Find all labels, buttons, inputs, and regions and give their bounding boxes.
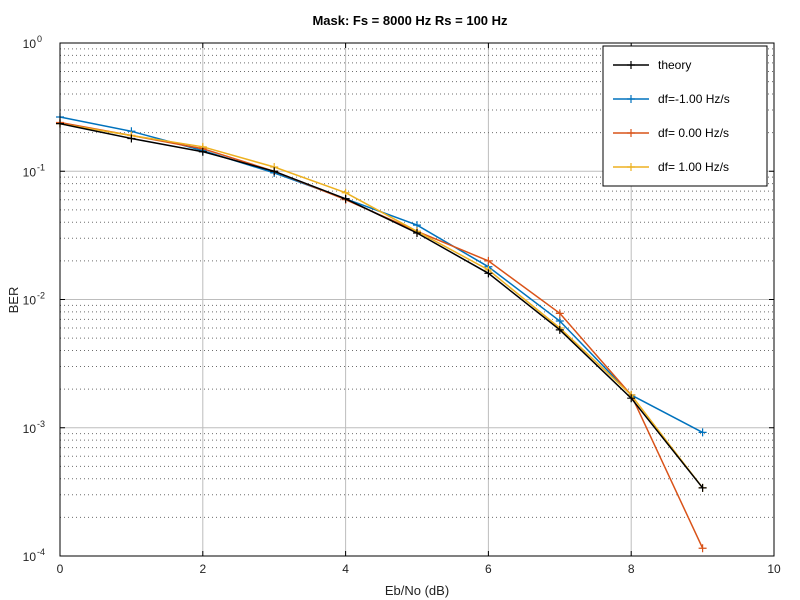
y-tick-base: 10 — [23, 37, 37, 51]
legend-label: theory — [658, 58, 691, 72]
x-axis-ticks: 0 2 4 6 8 10 — [57, 43, 781, 576]
y-tick-label: 10 -1 — [23, 162, 45, 179]
legend-marker — [627, 129, 635, 137]
legend-label: df= 1.00 Hz/s — [658, 160, 729, 174]
y-tick-exponent: -2 — [37, 291, 45, 301]
y-tick-exponent: -4 — [37, 547, 45, 557]
data-point-marker — [698, 483, 707, 492]
data-point-marker — [413, 229, 421, 238]
legend-box — [602, 45, 768, 187]
data-point-marker — [555, 309, 564, 318]
legend-label: df=-1.00 Hz/s — [658, 92, 730, 106]
x-tick-label: 8 — [628, 562, 635, 576]
data-point-marker — [698, 544, 707, 553]
y-tick-base: 10 — [23, 294, 37, 308]
data-point-marker — [627, 394, 636, 403]
x-tick-label: 10 — [767, 562, 781, 576]
y-tick-exponent: -3 — [37, 419, 45, 429]
data-point-marker — [555, 325, 564, 334]
series-layer — [56, 112, 707, 553]
y-tick-exponent: -1 — [37, 162, 45, 172]
data-point-marker — [484, 256, 493, 265]
y-tick-label: 10 -4 — [23, 547, 45, 564]
legend-entry: df=-1.00 Hz/s — [613, 92, 730, 106]
legend-label: df= 0.00 Hz/s — [658, 126, 729, 140]
legend: theory df=-1.00 Hz/s df= 0.00 Hz/s df= 1.00… — [602, 45, 768, 187]
legend-entry: df= 1.00 Hz/s — [613, 160, 729, 174]
y-tick-label: 10 0 — [23, 34, 42, 51]
data-point-marker — [341, 194, 350, 203]
data-point-marker — [555, 316, 564, 325]
chart-title: Mask: Fs = 8000 Hz Rs = 100 Hz — [312, 13, 508, 28]
legend-marker — [627, 61, 635, 69]
y-tick-exponent: 0 — [37, 34, 42, 44]
x-tick-label: 0 — [57, 562, 64, 576]
legend-marker — [627, 163, 635, 171]
data-point-marker — [698, 428, 707, 437]
legend-entry: theory — [613, 58, 691, 72]
legend-marker — [627, 95, 635, 103]
x-tick-label: 2 — [199, 562, 206, 576]
legend-entry: df= 0.00 Hz/s — [613, 126, 729, 140]
y-tick-base: 10 — [23, 165, 37, 179]
y-tick-label: 10 -3 — [23, 419, 45, 436]
data-point-marker — [198, 147, 207, 156]
data-point-marker — [127, 134, 136, 143]
series-line — [59, 122, 704, 489]
y-tick-label: 10 -2 — [23, 291, 45, 308]
data-point-marker — [484, 269, 493, 278]
x-tick-label: 6 — [485, 562, 492, 576]
x-axis-label: Eb/No (dB) — [385, 583, 449, 598]
x-tick-label: 4 — [342, 562, 349, 576]
y-tick-base: 10 — [23, 550, 37, 564]
series-line — [59, 122, 704, 489]
y-axis-label: BER — [6, 287, 21, 314]
y-tick-base: 10 — [23, 422, 37, 436]
data-point-marker — [270, 167, 279, 176]
